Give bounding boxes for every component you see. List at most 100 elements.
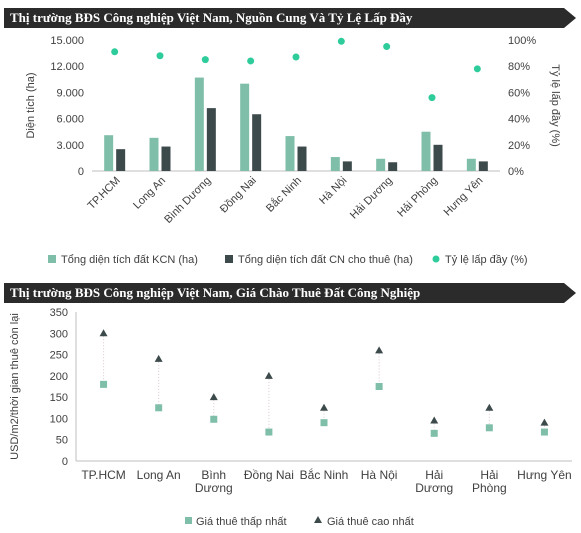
bar-total-area bbox=[104, 135, 114, 171]
y-right-tick-label: 40% bbox=[508, 114, 530, 126]
filling-rate-dot bbox=[383, 43, 391, 51]
min-rent-marker bbox=[540, 428, 548, 436]
filling-rate-dot bbox=[473, 65, 481, 73]
chart2-title-banner: Thị trường BĐS Công nghiệp Việt Nam, Giá… bbox=[4, 283, 576, 303]
x-tick-label: Phòng bbox=[472, 481, 507, 495]
min-rent-marker bbox=[320, 419, 328, 427]
legend-swatch bbox=[48, 255, 56, 263]
x-tick-label: Bình bbox=[201, 468, 226, 482]
y-tick-label: 300 bbox=[50, 328, 68, 340]
bar-leased-area bbox=[297, 146, 307, 171]
bar-total-area bbox=[330, 157, 340, 171]
bar-leased-area bbox=[433, 144, 443, 171]
x-tick-label: Hà Nội bbox=[317, 175, 349, 207]
max-rent-marker bbox=[375, 346, 384, 354]
min-rent-marker bbox=[485, 424, 493, 432]
x-tick-label: Đồng Nai bbox=[244, 468, 294, 482]
x-tick-label: TP.HCM bbox=[85, 175, 122, 212]
y-tick-label: 12.000 bbox=[50, 61, 84, 73]
filling-rate-dot bbox=[428, 94, 436, 102]
x-tick-label: Hải bbox=[425, 468, 443, 482]
filling-rate-dot bbox=[337, 37, 345, 45]
bar-total-area bbox=[466, 158, 476, 171]
x-tick-label: Dương bbox=[195, 481, 233, 495]
bar-leased-area bbox=[161, 146, 171, 171]
filling-rate-dot bbox=[292, 53, 300, 61]
filling-rate-dot bbox=[247, 57, 255, 65]
x-tick-label: Đồng Nai bbox=[218, 175, 259, 216]
y-right-tick-label: 0% bbox=[508, 166, 524, 178]
y-right-tick-label: 60% bbox=[508, 87, 530, 99]
min-rent-marker bbox=[100, 380, 108, 388]
y-tick-label: 350 bbox=[50, 307, 68, 319]
max-rent-marker bbox=[154, 354, 163, 362]
bar-leased-area bbox=[252, 114, 262, 171]
max-rent-marker bbox=[430, 416, 439, 424]
max-rent-marker bbox=[264, 371, 273, 379]
min-rent-marker bbox=[375, 383, 383, 390]
y-tick-label: 100 bbox=[50, 413, 68, 425]
x-tick-label: Hải bbox=[480, 468, 498, 482]
x-tick-label: Hải Dương bbox=[348, 175, 395, 222]
bar-total-area bbox=[285, 136, 295, 171]
bar-leased-area bbox=[342, 161, 352, 171]
legend-label: Giá thuê thấp nhất bbox=[196, 516, 287, 528]
bar-leased-area bbox=[478, 161, 488, 171]
chart2-plot: 0 50 100 150 200 250 300 350 USD/m2/thời gian th… bbox=[9, 307, 572, 528]
x-tick-label: Bắc Ninh bbox=[300, 467, 349, 482]
legend-swatch bbox=[225, 255, 233, 263]
chart1-title-banner: Thị trường BĐS Công nghiệp Việt Nam, Ngu… bbox=[4, 8, 576, 28]
y-right-tick-label: 100% bbox=[508, 35, 536, 47]
legend-swatch bbox=[185, 517, 192, 524]
max-rent-marker bbox=[540, 418, 549, 426]
y-tick-label: 0 bbox=[78, 166, 84, 178]
x-tick-label: Bắc Ninh bbox=[263, 174, 304, 215]
bar-total-area bbox=[149, 137, 159, 171]
x-tick-label: TP.HCM bbox=[81, 468, 125, 482]
min-rent-marker bbox=[155, 404, 163, 412]
bar-total-area bbox=[240, 83, 250, 171]
x-tick-label: Bình Dương bbox=[162, 175, 213, 226]
y-tick-label: 150 bbox=[50, 392, 68, 404]
y-tick-label: 3.000 bbox=[56, 140, 84, 152]
y-axis-title: Diện tích (ha) bbox=[25, 72, 37, 138]
y-right-tick-label: 80% bbox=[508, 61, 530, 73]
chart1-plot: 0 3.000 6.000 9.000 12.000 15.000 0% 20% 40% 60% 8… bbox=[25, 35, 561, 266]
y-right-tick-label: 20% bbox=[508, 140, 530, 152]
x-tick-label: Hưng Yên bbox=[442, 175, 486, 219]
y-right-axis-title: Tỷ lệ lấp đầy (%) bbox=[549, 64, 561, 147]
max-rent-marker bbox=[99, 329, 108, 337]
y-tick-label: 15.000 bbox=[50, 35, 84, 47]
legend-swatch bbox=[314, 516, 322, 523]
y-axis-title: USD/m2/thời gian thuê còn lại bbox=[9, 313, 21, 460]
y-tick-label: 6.000 bbox=[56, 114, 84, 126]
min-rent-marker bbox=[430, 429, 438, 437]
max-rent-marker bbox=[485, 403, 494, 411]
x-tick-label: Long An bbox=[137, 468, 181, 482]
filling-rate-dot bbox=[111, 48, 119, 56]
max-rent-marker bbox=[320, 403, 328, 411]
y-tick-label: 250 bbox=[50, 350, 68, 362]
x-tick-label: Hưng Yên bbox=[517, 468, 572, 482]
min-rent-marker bbox=[210, 415, 218, 423]
y-tick-label: 9.000 bbox=[56, 87, 84, 99]
min-rent-marker bbox=[265, 428, 273, 436]
legend-label: Tổng diện tích đất KCN (ha) bbox=[61, 254, 198, 266]
bar-leased-area bbox=[206, 108, 216, 171]
x-tick-label: Hải Phòng bbox=[395, 175, 440, 220]
bar-leased-area bbox=[388, 162, 398, 171]
bar-total-area bbox=[194, 77, 204, 171]
x-tick-label: Hà Nội bbox=[361, 468, 398, 482]
y-tick-label: 50 bbox=[56, 435, 68, 447]
y-tick-label: 200 bbox=[50, 371, 68, 383]
legend-label: Tỷ lệ lấp đầy (%) bbox=[445, 254, 528, 266]
legend-label: Giá thuê cao nhất bbox=[327, 516, 414, 528]
bar-total-area bbox=[421, 131, 431, 171]
x-tick-label: Long An bbox=[131, 175, 168, 212]
filling-rate-dot bbox=[201, 56, 209, 64]
y-tick-label: 0 bbox=[62, 456, 68, 468]
legend-label: Tổng diện tích đất CN cho thuê (ha) bbox=[238, 254, 413, 266]
x-tick-label: Dương bbox=[415, 481, 453, 495]
legend-swatch bbox=[432, 255, 440, 263]
max-rent-marker bbox=[209, 393, 218, 401]
